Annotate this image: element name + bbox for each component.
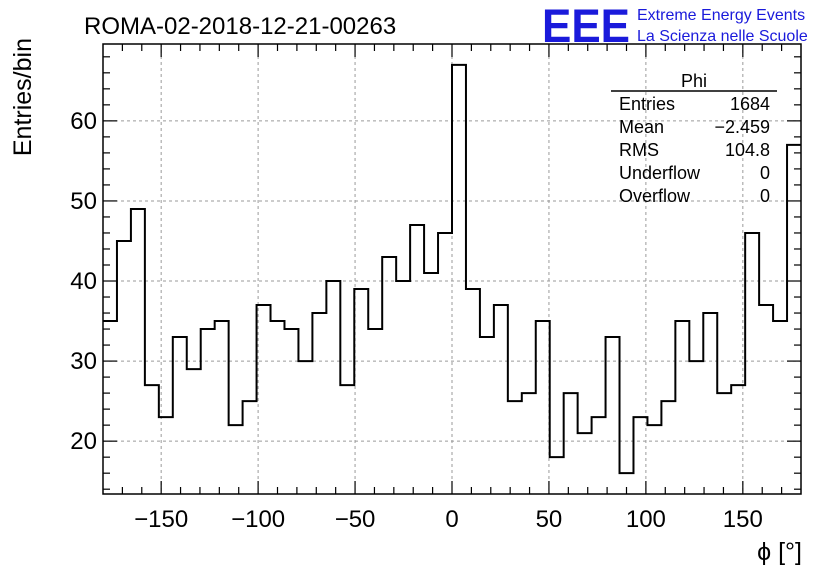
x-tick-label: 50 xyxy=(536,506,563,533)
x-tick-label: 150 xyxy=(723,506,763,533)
y-tick-label: 50 xyxy=(70,188,97,215)
y-tick-label: 30 xyxy=(70,348,97,375)
eee-logo: EEE Extreme Energy Events La Scienza nel… xyxy=(542,0,808,52)
logo-line-1: Extreme Energy Events xyxy=(637,7,805,24)
x-tick-label: −100 xyxy=(231,506,285,533)
y-tick-label: 60 xyxy=(70,108,97,135)
stats-value-overflow: 0 xyxy=(760,186,770,206)
y-tick-label: 20 xyxy=(70,428,97,455)
x-tick-label: 0 xyxy=(445,506,458,533)
stats-value-mean: −2.459 xyxy=(714,117,770,137)
logo-line-2: La Scienza nelle Scuole xyxy=(637,28,808,45)
chart-title: ROMA-02-2018-12-21-00263 xyxy=(84,13,396,40)
stats-value-rms: 104.8 xyxy=(725,140,770,160)
histogram-outline xyxy=(103,63,801,475)
stats-title: Phi xyxy=(681,71,707,91)
x-tick-label: 100 xyxy=(626,506,666,533)
x-tick-label: −150 xyxy=(134,506,188,533)
stats-box: Phi Entries 1684 Mean −2.459 RMS 104.8 U… xyxy=(611,71,777,206)
stats-label-mean: Mean xyxy=(619,117,664,137)
x-axis-label: ϕ [°] xyxy=(757,538,802,566)
stats-label-rms: RMS xyxy=(619,140,659,160)
stats-label-underflow: Underflow xyxy=(619,163,701,183)
stats-value-underflow: 0 xyxy=(760,163,770,183)
stats-label-overflow: Overflow xyxy=(619,186,691,206)
y-axis-label: Entries/bin xyxy=(9,38,37,156)
tick-labels: −150 −100 −50 0 50 100 150 20 30 40 50 60 xyxy=(70,108,763,533)
y-tick-label: 40 xyxy=(70,268,97,295)
stats-label-entries: Entries xyxy=(619,94,675,114)
eee-logo-mark: EEE xyxy=(542,0,630,52)
axis-ticks xyxy=(103,44,801,494)
stats-value-entries: 1684 xyxy=(730,94,770,114)
x-tick-label: −50 xyxy=(335,506,376,533)
